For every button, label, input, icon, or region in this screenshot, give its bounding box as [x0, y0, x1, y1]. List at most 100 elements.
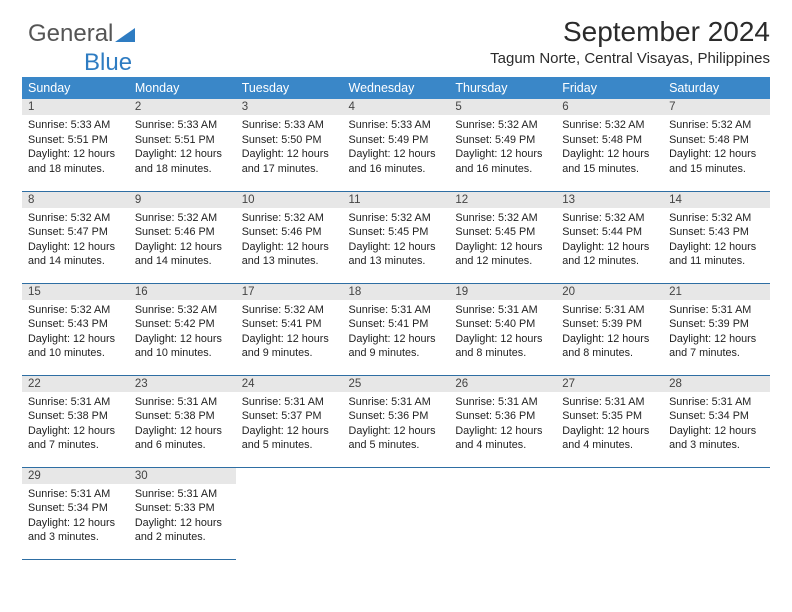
- day-details: Sunrise: 5:31 AMSunset: 5:33 PMDaylight:…: [129, 484, 236, 549]
- day-number: 23: [129, 376, 236, 392]
- sunset-line: Sunset: 5:45 PM: [455, 225, 550, 240]
- day-details: Sunrise: 5:32 AMSunset: 5:43 PMDaylight:…: [22, 300, 129, 365]
- sunset-line: Sunset: 5:40 PM: [455, 317, 550, 332]
- day-details: Sunrise: 5:32 AMSunset: 5:45 PMDaylight:…: [449, 208, 556, 273]
- daylight-line: Daylight: 12 hours and 2 minutes.: [135, 516, 230, 545]
- calendar-row: 1Sunrise: 5:33 AMSunset: 5:51 PMDaylight…: [22, 99, 770, 191]
- logo-triangle-icon: [115, 21, 135, 49]
- col-tue: Tuesday: [236, 77, 343, 99]
- daylight-line: Daylight: 12 hours and 13 minutes.: [349, 240, 444, 269]
- col-wed: Wednesday: [343, 77, 450, 99]
- sunrise-line: Sunrise: 5:31 AM: [349, 303, 444, 318]
- sunrise-line: Sunrise: 5:31 AM: [669, 303, 764, 318]
- sunset-line: Sunset: 5:39 PM: [562, 317, 657, 332]
- sunrise-line: Sunrise: 5:31 AM: [28, 487, 123, 502]
- calendar-cell: 3Sunrise: 5:33 AMSunset: 5:50 PMDaylight…: [236, 99, 343, 191]
- daylight-line: Daylight: 12 hours and 12 minutes.: [455, 240, 550, 269]
- calendar-cell: 5Sunrise: 5:32 AMSunset: 5:49 PMDaylight…: [449, 99, 556, 191]
- sunrise-line: Sunrise: 5:32 AM: [562, 211, 657, 226]
- day-details: Sunrise: 5:31 AMSunset: 5:36 PMDaylight:…: [343, 392, 450, 457]
- col-thu: Thursday: [449, 77, 556, 99]
- daylight-line: Daylight: 12 hours and 8 minutes.: [455, 332, 550, 361]
- day-number: 14: [663, 192, 770, 208]
- col-mon: Monday: [129, 77, 236, 99]
- day-details: Sunrise: 5:33 AMSunset: 5:50 PMDaylight:…: [236, 115, 343, 180]
- sunset-line: Sunset: 5:36 PM: [455, 409, 550, 424]
- sunset-line: Sunset: 5:50 PM: [242, 133, 337, 148]
- day-number: 19: [449, 284, 556, 300]
- calendar-cell: 9Sunrise: 5:32 AMSunset: 5:46 PMDaylight…: [129, 191, 236, 283]
- sunset-line: Sunset: 5:33 PM: [135, 501, 230, 516]
- sunrise-line: Sunrise: 5:31 AM: [242, 395, 337, 410]
- sunrise-line: Sunrise: 5:33 AM: [28, 118, 123, 133]
- sunrise-line: Sunrise: 5:31 AM: [28, 395, 123, 410]
- daylight-line: Daylight: 12 hours and 5 minutes.: [242, 424, 337, 453]
- day-number: 17: [236, 284, 343, 300]
- day-number: 12: [449, 192, 556, 208]
- day-number: 16: [129, 284, 236, 300]
- sunrise-line: Sunrise: 5:31 AM: [349, 395, 444, 410]
- daylight-line: Daylight: 12 hours and 3 minutes.: [669, 424, 764, 453]
- sunrise-line: Sunrise: 5:32 AM: [669, 118, 764, 133]
- day-details: Sunrise: 5:32 AMSunset: 5:41 PMDaylight:…: [236, 300, 343, 365]
- day-details: Sunrise: 5:31 AMSunset: 5:38 PMDaylight:…: [22, 392, 129, 457]
- daylight-line: Daylight: 12 hours and 9 minutes.: [242, 332, 337, 361]
- sunset-line: Sunset: 5:43 PM: [28, 317, 123, 332]
- calendar-cell: 29Sunrise: 5:31 AMSunset: 5:34 PMDayligh…: [22, 467, 129, 559]
- col-sat: Saturday: [663, 77, 770, 99]
- day-details: Sunrise: 5:32 AMSunset: 5:48 PMDaylight:…: [556, 115, 663, 180]
- day-number: 9: [129, 192, 236, 208]
- calendar-cell: 16Sunrise: 5:32 AMSunset: 5:42 PMDayligh…: [129, 283, 236, 375]
- daylight-line: Daylight: 12 hours and 18 minutes.: [28, 147, 123, 176]
- daylight-line: Daylight: 12 hours and 9 minutes.: [349, 332, 444, 361]
- daylight-line: Daylight: 12 hours and 8 minutes.: [562, 332, 657, 361]
- day-details: Sunrise: 5:33 AMSunset: 5:49 PMDaylight:…: [343, 115, 450, 180]
- sunset-line: Sunset: 5:38 PM: [135, 409, 230, 424]
- day-number: 21: [663, 284, 770, 300]
- calendar-cell: 2Sunrise: 5:33 AMSunset: 5:51 PMDaylight…: [129, 99, 236, 191]
- day-details: Sunrise: 5:31 AMSunset: 5:39 PMDaylight:…: [556, 300, 663, 365]
- sunrise-line: Sunrise: 5:31 AM: [562, 395, 657, 410]
- day-number: 18: [343, 284, 450, 300]
- day-number: 27: [556, 376, 663, 392]
- calendar-cell: 20Sunrise: 5:31 AMSunset: 5:39 PMDayligh…: [556, 283, 663, 375]
- sunrise-line: Sunrise: 5:31 AM: [135, 487, 230, 502]
- day-details: Sunrise: 5:33 AMSunset: 5:51 PMDaylight:…: [129, 115, 236, 180]
- weekday-header-row: Sunday Monday Tuesday Wednesday Thursday…: [22, 77, 770, 99]
- sunset-line: Sunset: 5:44 PM: [562, 225, 657, 240]
- sunrise-line: Sunrise: 5:32 AM: [455, 118, 550, 133]
- day-details: Sunrise: 5:33 AMSunset: 5:51 PMDaylight:…: [22, 115, 129, 180]
- sunrise-line: Sunrise: 5:32 AM: [135, 211, 230, 226]
- day-details: Sunrise: 5:31 AMSunset: 5:34 PMDaylight:…: [663, 392, 770, 457]
- sunset-line: Sunset: 5:41 PM: [349, 317, 444, 332]
- calendar-cell: 12Sunrise: 5:32 AMSunset: 5:45 PMDayligh…: [449, 191, 556, 283]
- sunset-line: Sunset: 5:35 PM: [562, 409, 657, 424]
- day-number: 10: [236, 192, 343, 208]
- day-number: 25: [343, 376, 450, 392]
- day-number: 1: [22, 99, 129, 115]
- sunset-line: Sunset: 5:43 PM: [669, 225, 764, 240]
- sunrise-line: Sunrise: 5:31 AM: [562, 303, 657, 318]
- daylight-line: Daylight: 12 hours and 16 minutes.: [455, 147, 550, 176]
- calendar-cell: 15Sunrise: 5:32 AMSunset: 5:43 PMDayligh…: [22, 283, 129, 375]
- calendar-cell: [556, 467, 663, 559]
- sunrise-line: Sunrise: 5:32 AM: [242, 211, 337, 226]
- daylight-line: Daylight: 12 hours and 5 minutes.: [349, 424, 444, 453]
- sunrise-line: Sunrise: 5:31 AM: [455, 395, 550, 410]
- daylight-line: Daylight: 12 hours and 13 minutes.: [242, 240, 337, 269]
- calendar-cell: 13Sunrise: 5:32 AMSunset: 5:44 PMDayligh…: [556, 191, 663, 283]
- calendar-cell: 30Sunrise: 5:31 AMSunset: 5:33 PMDayligh…: [129, 467, 236, 559]
- day-number: 5: [449, 99, 556, 115]
- calendar-cell: 6Sunrise: 5:32 AMSunset: 5:48 PMDaylight…: [556, 99, 663, 191]
- day-number: 7: [663, 99, 770, 115]
- calendar-cell: 24Sunrise: 5:31 AMSunset: 5:37 PMDayligh…: [236, 375, 343, 467]
- calendar-cell: 26Sunrise: 5:31 AMSunset: 5:36 PMDayligh…: [449, 375, 556, 467]
- daylight-line: Daylight: 12 hours and 15 minutes.: [562, 147, 657, 176]
- calendar-row: 15Sunrise: 5:32 AMSunset: 5:43 PMDayligh…: [22, 283, 770, 375]
- calendar-cell: 18 Sunrise: 5:31 AMSunset: 5:41 PMDayligh…: [343, 283, 450, 375]
- daylight-line: Daylight: 12 hours and 3 minutes.: [28, 516, 123, 545]
- day-number: 30: [129, 468, 236, 484]
- sunset-line: Sunset: 5:36 PM: [349, 409, 444, 424]
- col-sun: Sunday: [22, 77, 129, 99]
- sunset-line: Sunset: 5:46 PM: [135, 225, 230, 240]
